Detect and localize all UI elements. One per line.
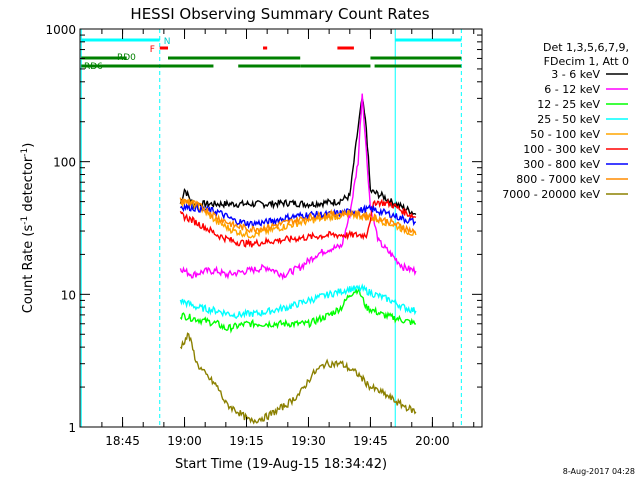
legend-label: 50 - 100 keV — [530, 128, 600, 141]
series-line-1 — [179, 93, 417, 281]
night-label: N — [164, 37, 171, 47]
status-flags: NF RD0 RD6 — [81, 37, 462, 72]
rd6-label: RD6 — [84, 62, 103, 72]
x-tick-label: 19:00 — [167, 434, 202, 448]
x-tick-label: 19:15 — [229, 434, 264, 448]
legend-label: 300 - 800 keV — [523, 158, 600, 171]
legend-label: 6 - 12 keV — [544, 83, 600, 96]
plot-area — [80, 29, 462, 427]
legend-header: Det 1,3,5,6,7,9, — [543, 41, 629, 54]
series-line-6 — [179, 202, 416, 230]
legend-label: 800 - 7000 keV — [516, 173, 600, 186]
timestamp-footer: 8-Aug-2017 04:28 — [563, 467, 635, 476]
y-tick-label: 1000 — [45, 23, 76, 37]
y-tick-label: 10 — [61, 288, 76, 302]
legend-label: 12 - 25 keV — [537, 98, 600, 111]
x-axis-label: Start Time (19-Aug-15 18:34:42) — [175, 457, 387, 472]
series-line-3 — [179, 283, 417, 320]
flare-label: F — [150, 45, 155, 55]
plot-frame — [79, 28, 483, 428]
legend: Det 1,3,5,6,7,9,FDecim 1, Att 03 - 6 keV… — [502, 41, 629, 201]
series-line-7 — [179, 197, 417, 235]
series-layer — [179, 93, 417, 425]
series-line-5 — [179, 198, 417, 248]
legend-label: 100 - 300 keV — [523, 143, 600, 156]
y-tick-label: 1 — [68, 421, 76, 435]
axes: 1 10 100 1000 18:45 19:00 19:15 19:30 19:45 20:00 — [45, 23, 482, 448]
legend-label: 3 - 6 keV — [551, 68, 600, 81]
x-tick-label: 19:30 — [291, 434, 326, 448]
x-tick-label: 20:00 — [415, 434, 450, 448]
series-line-0 — [179, 97, 417, 216]
chart-title: HESSI Observing Summary Count Rates — [130, 5, 429, 23]
legend-label: 25 - 50 keV — [537, 113, 600, 126]
x-tick-label: 18:45 — [105, 434, 140, 448]
series-line-2 — [179, 285, 417, 334]
series-line-8 — [179, 332, 417, 425]
rd0-label: RD0 — [117, 53, 136, 63]
y-axis-label: Count Rate (s-1 detector-1) — [20, 143, 36, 314]
legend-label: 7000 - 20000 keV — [502, 188, 600, 201]
y-tick-label: 100 — [53, 156, 76, 170]
legend-header: FDecim 1, Att 0 — [544, 55, 629, 68]
x-tick-label: 19:45 — [353, 434, 388, 448]
